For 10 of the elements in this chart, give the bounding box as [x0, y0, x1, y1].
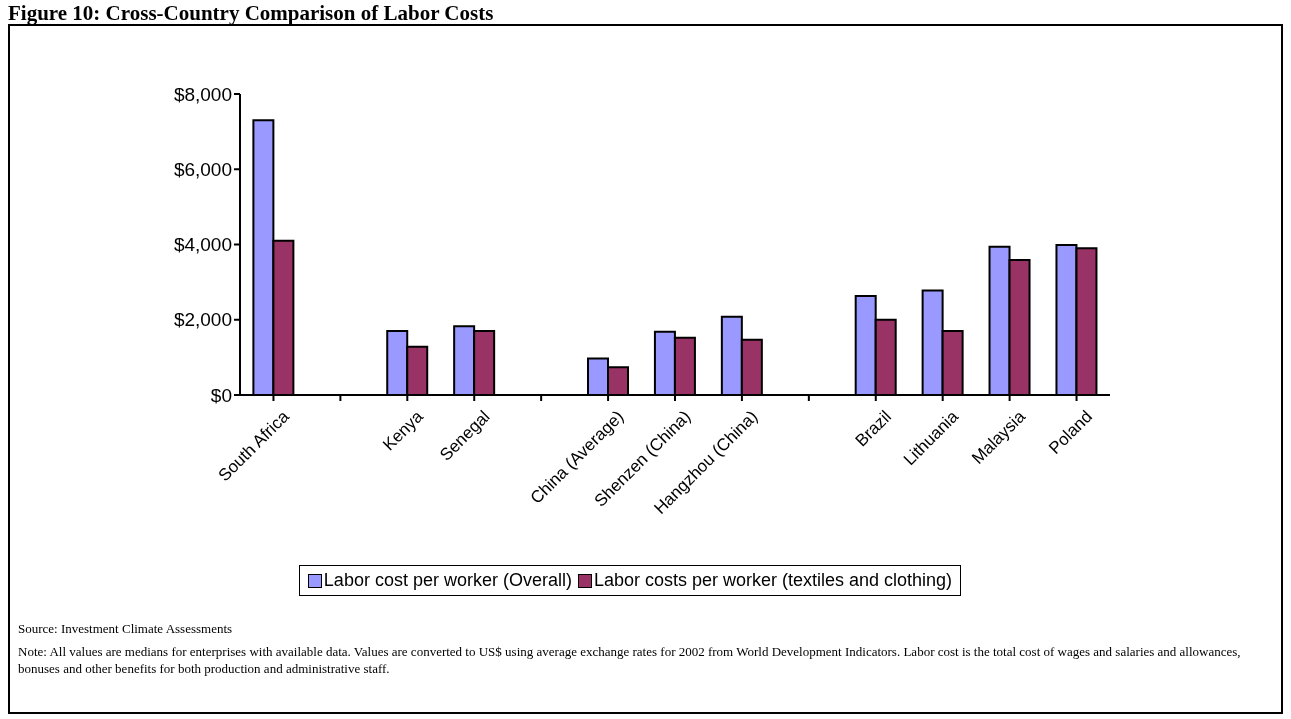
- chart-title: Figure 10: Cross-Country Comparison of Labor Costs: [8, 1, 495, 25]
- legend-label: Labor cost per worker (Overall): [322, 570, 572, 591]
- y-tick-label: $2,000: [173, 309, 232, 331]
- y-tick-label: $4,000: [173, 234, 232, 256]
- source-note: Source: Investment Climate Assessments: [18, 620, 234, 637]
- y-tick-label: $6,000: [173, 158, 232, 180]
- y-tick-label: $0: [210, 384, 232, 406]
- y-tick-label: $8,000: [173, 83, 232, 105]
- legend-label: Labor costs per worker (textiles and clothing): [592, 570, 953, 591]
- text: Note: All values are medians for enterprises with available data. Values are converted to US$ using average exchange rates for 2002 from World Development Indicators. Labor cost is the total cost of wages and salaries and allowances, bonuses and other benefits for both production and administrative staff.: [18, 643, 1242, 677]
